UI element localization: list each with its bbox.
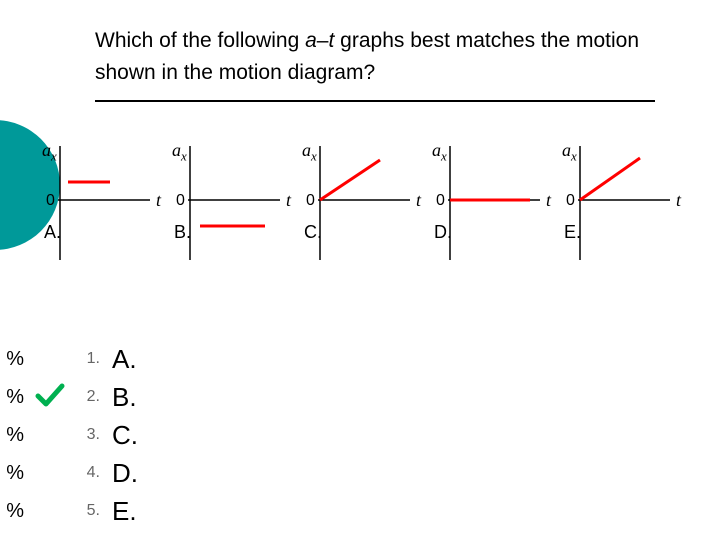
answer-number: 3.: [70, 426, 100, 444]
graph-svg: [560, 140, 690, 280]
graph-E: ax0tE.: [560, 140, 690, 280]
x-axis-label: t: [156, 190, 161, 211]
answers-list: % 1.A.% 2.B.% 3.C.% 4.D.% 5.E.: [0, 340, 138, 530]
graph-A: ax0tA.: [40, 140, 170, 280]
graph-svg: [40, 140, 170, 280]
q-var1: a: [305, 29, 317, 52]
zero-label: 0: [436, 192, 445, 210]
option-label: E.: [564, 222, 581, 243]
graph-B: ax0tB.: [170, 140, 300, 280]
answer-row[interactable]: % 2.B.: [0, 378, 138, 416]
option-label: D.: [434, 222, 452, 243]
x-axis-label: t: [546, 190, 551, 211]
graph-D: ax0tD.: [430, 140, 560, 280]
answer-letter: D.: [100, 458, 138, 489]
answer-letter: C.: [100, 420, 138, 451]
graph-svg: [300, 140, 430, 280]
percent-label: %: [0, 462, 30, 485]
option-label: A.: [44, 222, 61, 243]
zero-label: 0: [306, 192, 315, 210]
q-pre: Which of the following: [95, 29, 305, 52]
graphs-container: ax0tA.ax0tB.ax0tC.ax0tD.ax0tE.: [40, 140, 720, 280]
graph-C: ax0tC.: [300, 140, 430, 280]
q-dash: –: [317, 29, 329, 52]
graph-svg: [170, 140, 300, 280]
x-axis-label: t: [676, 190, 681, 211]
graph-svg: [430, 140, 560, 280]
answer-row[interactable]: % 3.C.: [0, 416, 138, 454]
answer-letter: B.: [100, 382, 137, 413]
percent-label: %: [0, 386, 30, 409]
answer-letter: A.: [100, 344, 137, 375]
answer-row[interactable]: % 4.D.: [0, 454, 138, 492]
zero-label: 0: [46, 192, 55, 210]
answer-row[interactable]: % 1.A.: [0, 340, 138, 378]
answer-number: 1.: [70, 350, 100, 368]
x-axis-label: t: [286, 190, 291, 211]
percent-label: %: [0, 424, 30, 447]
option-label: B.: [174, 222, 191, 243]
question-underline: [95, 100, 655, 102]
check-icon: [30, 382, 70, 413]
x-axis-label: t: [416, 190, 421, 211]
option-label: C.: [304, 222, 322, 243]
answer-row[interactable]: % 5.E.: [0, 492, 138, 530]
percent-label: %: [0, 348, 30, 371]
percent-label: %: [0, 500, 30, 523]
answer-number: 2.: [70, 388, 100, 406]
question-text: Which of the following a–t graphs best m…: [95, 25, 655, 88]
answer-letter: E.: [100, 496, 137, 527]
zero-label: 0: [566, 192, 575, 210]
zero-label: 0: [176, 192, 185, 210]
answer-number: 5.: [70, 502, 100, 520]
answer-number: 4.: [70, 464, 100, 482]
